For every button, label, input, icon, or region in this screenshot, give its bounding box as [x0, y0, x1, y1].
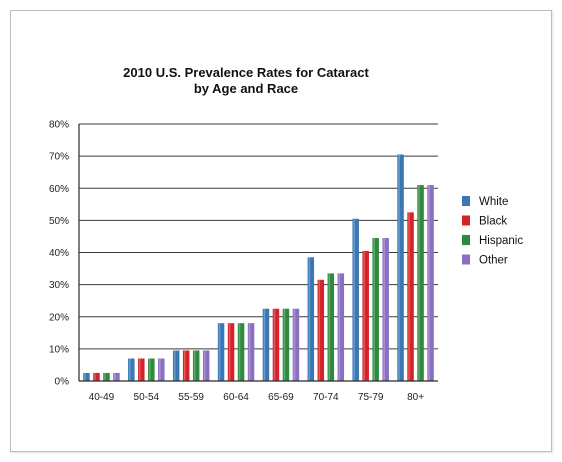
chart-subtitle: by Age and Race — [194, 81, 298, 96]
y-tick-label: 10% — [49, 344, 69, 355]
bar-highlight — [218, 323, 221, 381]
bar-highlight — [328, 273, 331, 381]
bar-highlight — [338, 273, 341, 381]
bar-hispanic-65-69 — [282, 308, 290, 381]
y-tick-label: 80% — [49, 120, 69, 131]
bar-white-55-59 — [172, 350, 180, 381]
legend-label-hispanic: Hispanic — [479, 235, 523, 247]
x-tick-label: 80+ — [407, 392, 424, 403]
bar-other-55-59 — [202, 350, 210, 381]
bar-highlight — [94, 372, 96, 381]
y-tick-label: 20% — [49, 312, 69, 323]
bar-highlight — [408, 212, 410, 381]
bar-black-65-69 — [272, 308, 280, 381]
x-tick-label: 75-79 — [358, 392, 384, 403]
bar-other-50-54 — [158, 358, 165, 381]
bar-white-70-74 — [307, 257, 315, 381]
bar-hispanic-80+ — [417, 185, 424, 381]
x-tick-label: 70-74 — [313, 392, 339, 403]
legend-swatch-black — [462, 215, 470, 226]
bar-highlight — [373, 238, 375, 381]
legend: White Black Hispanic Other — [462, 196, 523, 267]
bar-white-50-54 — [128, 358, 135, 381]
bar-highlight — [418, 185, 420, 381]
bar-black-50-54 — [138, 358, 145, 381]
legend-label-white: White — [479, 196, 508, 208]
x-tick-label: 40-49 — [89, 392, 115, 403]
bar-other-70-74 — [337, 273, 345, 381]
bar-white-75-79 — [352, 218, 359, 381]
bar-highlight — [139, 358, 141, 381]
legend-swatch-other — [462, 254, 470, 265]
bar-other-40-49 — [113, 372, 120, 381]
bars — [83, 154, 434, 381]
chart-frame — [10, 10, 552, 452]
bar-hispanic-55-59 — [192, 350, 200, 381]
y-tick-label: 30% — [49, 280, 69, 291]
bar-highlight — [183, 350, 186, 381]
bar-white-60-64 — [217, 323, 225, 381]
axes — [78, 124, 438, 382]
y-tick-label: 60% — [49, 184, 69, 195]
bar-highlight — [263, 308, 266, 381]
bar-hispanic-60-64 — [237, 323, 245, 381]
bar-highlight — [228, 323, 231, 381]
bar-highlight — [283, 308, 286, 381]
bar-white-40-49 — [83, 372, 90, 381]
x-tick-label: 65-69 — [268, 392, 294, 403]
bar-black-40-49 — [93, 372, 100, 381]
bar-hispanic-50-54 — [148, 358, 155, 381]
bar-hispanic-70-74 — [327, 273, 335, 381]
bar-highlight — [353, 218, 355, 381]
bar-white-65-69 — [262, 308, 270, 381]
x-tick-label: 55-59 — [178, 392, 204, 403]
bar-highlight — [84, 372, 86, 381]
bar-other-75-79 — [382, 238, 389, 381]
y-tick-label: 50% — [49, 216, 69, 227]
chart-title: 2010 U.S. Prevalence Rates for Cataract — [123, 65, 369, 80]
bar-highlight — [363, 250, 365, 381]
bar-black-55-59 — [182, 350, 190, 381]
tick-labels: 0% 10% 20% 30% 40% 50% 60% 70% 80% 40-49 50-54 55-5… — [49, 120, 424, 404]
bar-hispanic-40-49 — [103, 372, 110, 381]
bar-black-75-79 — [362, 250, 369, 381]
bar-highlight — [248, 323, 251, 381]
bar-highlight — [238, 323, 241, 381]
bar-highlight — [383, 238, 385, 381]
bar-highlight — [293, 308, 296, 381]
bar-highlight — [318, 279, 321, 381]
legend-label-black: Black — [479, 216, 507, 228]
bar-highlight — [114, 372, 116, 381]
bar-highlight — [149, 358, 151, 381]
y-tick-label: 70% — [49, 152, 69, 163]
bar-hispanic-75-79 — [372, 238, 379, 381]
bar-highlight — [193, 350, 196, 381]
bar-black-70-74 — [317, 279, 325, 381]
legend-swatch-white — [462, 196, 470, 206]
x-tick-label: 60-64 — [223, 392, 249, 403]
legend-label-other: Other — [479, 255, 508, 267]
bar-highlight — [159, 358, 161, 381]
bar-highlight — [273, 308, 276, 381]
bar-other-60-64 — [247, 323, 255, 381]
bar-other-80+ — [427, 185, 434, 381]
bar-highlight — [104, 372, 106, 381]
x-tick-label: 50-54 — [134, 392, 160, 403]
bar-white-80+ — [397, 154, 404, 381]
y-tick-label: 40% — [49, 248, 69, 259]
bar-black-60-64 — [227, 323, 235, 381]
bar-highlight — [398, 154, 400, 381]
bar-highlight — [203, 350, 206, 381]
legend-swatch-hispanic — [462, 235, 470, 245]
bar-black-80+ — [407, 212, 414, 381]
bar-highlight — [129, 358, 131, 381]
bar-other-65-69 — [292, 308, 300, 381]
bar-highlight — [173, 350, 176, 381]
bar-highlight — [428, 185, 430, 381]
y-tick-label: 0% — [55, 377, 70, 388]
bar-highlight — [308, 257, 311, 381]
